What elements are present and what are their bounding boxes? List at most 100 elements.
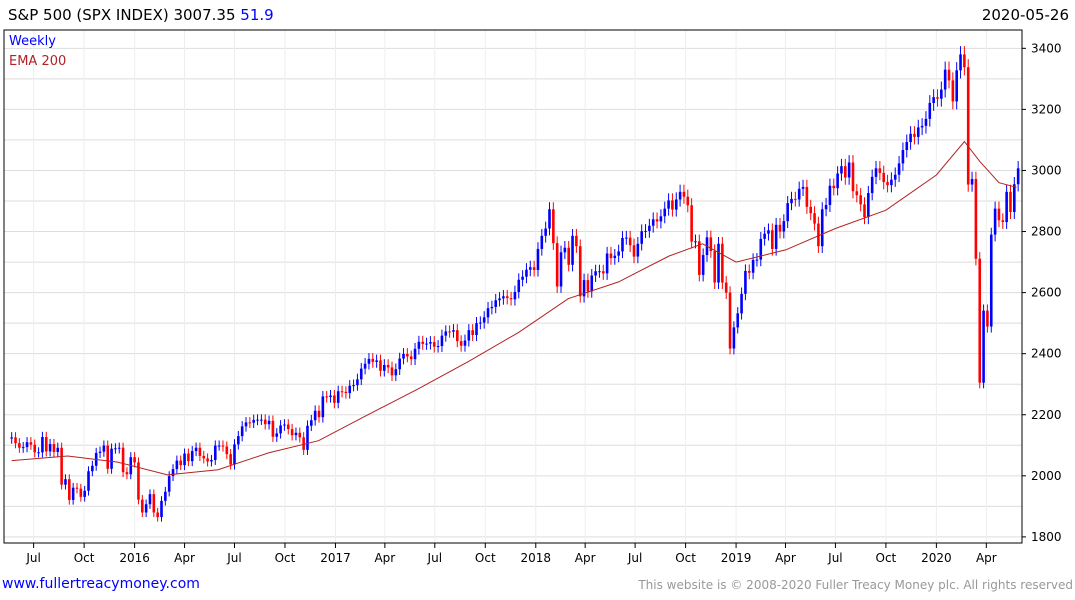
candle <box>621 231 624 259</box>
candle-body <box>321 396 325 418</box>
candle <box>467 324 471 347</box>
candle-body <box>114 448 117 450</box>
candle-body <box>18 443 21 448</box>
candle-body <box>732 327 736 349</box>
candle-body <box>840 166 843 174</box>
candle-body <box>993 208 997 235</box>
candle <box>240 421 244 442</box>
candle <box>774 217 778 256</box>
candle <box>64 474 67 490</box>
candle-body <box>559 252 563 287</box>
candle-body <box>621 237 624 252</box>
candle <box>605 246 609 280</box>
candle-body <box>820 209 824 247</box>
candle <box>521 270 524 287</box>
x-tick-label: Jul <box>827 551 842 565</box>
candle-body <box>348 385 352 394</box>
candle-body <box>148 494 152 505</box>
candle <box>594 264 597 282</box>
candle <box>37 447 40 458</box>
candle-body <box>367 358 371 364</box>
candle <box>771 223 774 256</box>
candle <box>790 191 793 211</box>
candle <box>333 389 336 409</box>
candle <box>1005 184 1008 229</box>
candle <box>755 253 759 267</box>
candle <box>386 359 390 374</box>
candle-body <box>943 69 947 90</box>
candle <box>444 325 448 342</box>
candle <box>655 212 659 229</box>
candle <box>56 442 60 458</box>
candle-body <box>809 206 813 214</box>
copyright: This website is © 2008-2020 Fuller Treac… <box>638 578 1073 592</box>
candle-body <box>310 420 313 426</box>
candle <box>340 385 344 398</box>
plot-frame <box>3 29 1023 544</box>
candle-body <box>986 310 989 327</box>
candle <box>601 264 605 280</box>
candle-body <box>313 410 317 421</box>
candle-body <box>256 419 259 421</box>
candle <box>344 386 348 399</box>
candle <box>425 337 428 350</box>
candle <box>613 249 617 265</box>
candle <box>379 354 382 377</box>
site-link[interactable]: www.fullertreacymoney.com <box>2 576 200 592</box>
candle-body <box>429 342 432 344</box>
candle-body <box>421 341 425 344</box>
candle-body <box>609 253 613 259</box>
candle <box>966 59 970 192</box>
candle-body <box>379 360 382 371</box>
candle-body <box>582 280 586 297</box>
candle <box>156 507 159 522</box>
candle <box>713 244 716 289</box>
candle <box>940 81 943 107</box>
x-tick-label: 2016 <box>119 551 150 565</box>
candle-body <box>859 195 862 205</box>
candle-body <box>425 343 428 345</box>
candle-body <box>494 300 498 307</box>
x-tick-label: Apr <box>775 551 796 565</box>
candle <box>897 156 901 183</box>
candle-body <box>98 451 102 453</box>
candle <box>878 160 882 181</box>
candle-body <box>882 172 886 183</box>
candle <box>479 316 482 330</box>
candle <box>882 165 886 190</box>
candle-body <box>648 225 651 231</box>
legend-ema: EMA 200 <box>9 54 66 69</box>
candle <box>44 431 48 457</box>
candle <box>667 193 670 216</box>
candle <box>1001 213 1005 229</box>
candle-body <box>970 179 974 185</box>
candle-body <box>663 208 667 217</box>
candle <box>421 335 425 350</box>
candle-body <box>644 230 647 232</box>
candle-body <box>390 367 394 376</box>
candle <box>313 405 317 426</box>
candle <box>828 178 832 213</box>
candle-body <box>959 54 962 71</box>
candle <box>279 420 282 439</box>
candle-body <box>252 419 255 423</box>
candle <box>348 380 352 399</box>
candle-body <box>290 429 294 436</box>
candle-body <box>471 330 474 336</box>
candle-body <box>847 162 851 178</box>
candle-body <box>625 237 628 239</box>
candle <box>486 301 490 324</box>
candle-body <box>989 234 993 327</box>
candle <box>686 189 690 213</box>
candle-body <box>790 198 793 204</box>
candle <box>943 61 947 98</box>
candle-body <box>486 308 490 318</box>
candle-body <box>916 127 920 137</box>
candle <box>290 423 294 441</box>
candle-body <box>398 358 401 370</box>
candle-body <box>190 451 194 462</box>
candle <box>383 359 386 377</box>
candle-body <box>306 425 309 450</box>
candle-body <box>686 196 690 206</box>
candle-body <box>194 447 198 452</box>
